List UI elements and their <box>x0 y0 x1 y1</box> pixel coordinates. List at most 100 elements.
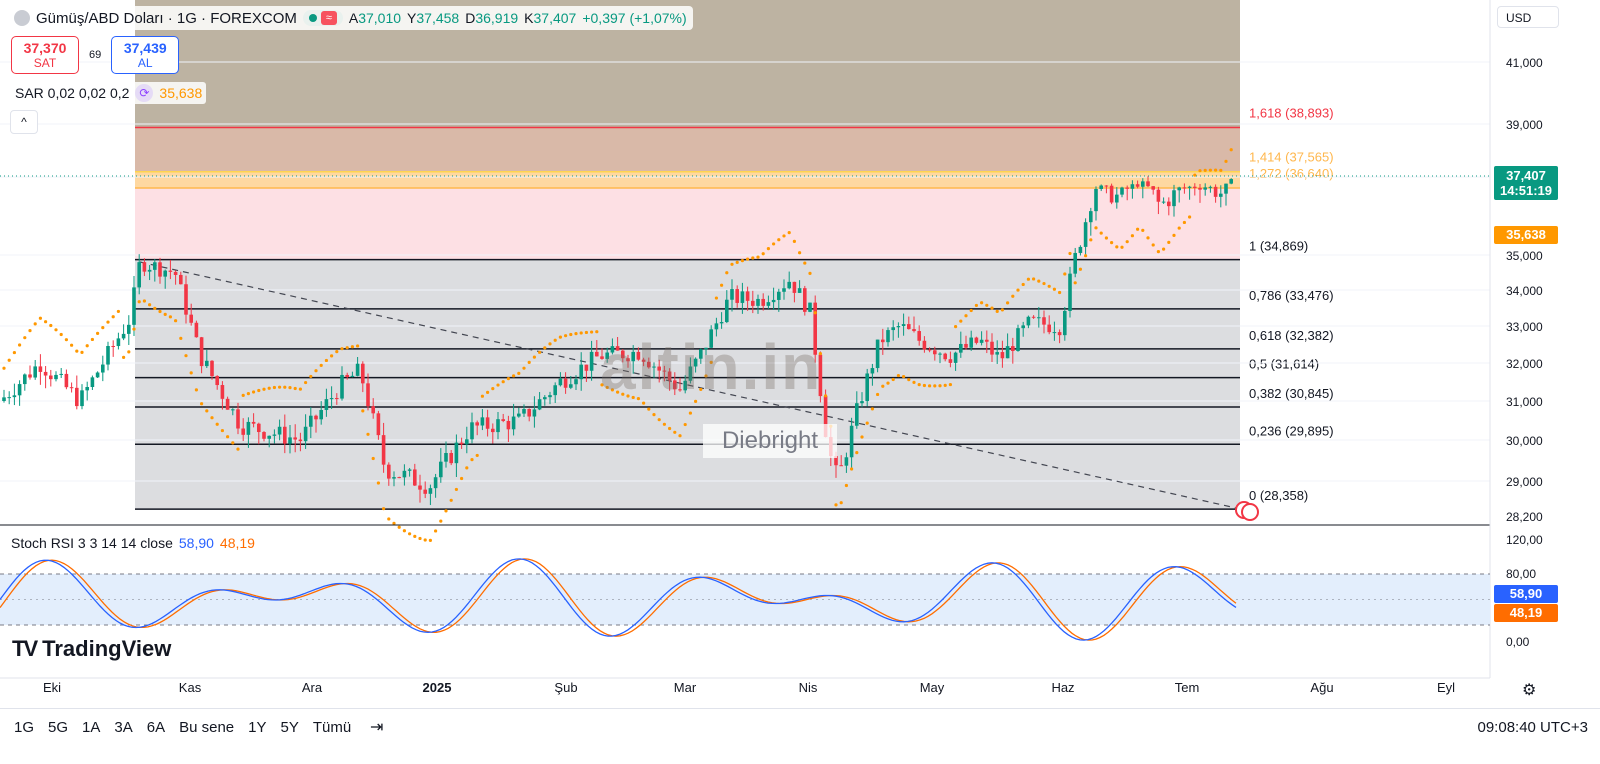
sar-dot <box>579 331 583 335</box>
range-5y[interactable]: 5Y <box>280 719 299 736</box>
candle-body <box>116 338 121 347</box>
spread-value: 69 <box>89 49 102 61</box>
candle-body <box>470 422 474 440</box>
candle-body <box>657 366 661 371</box>
month-label: Eki <box>42 680 62 695</box>
month-label: 2025 <box>422 680 452 695</box>
candle-body <box>865 373 869 402</box>
candle-body <box>480 417 485 426</box>
sar-dot <box>189 371 193 375</box>
symbol-title[interactable]: Gümüş/ABD Doları · 1G · FOREXCOM <box>36 9 297 27</box>
candle-body <box>80 390 84 407</box>
candle-body <box>938 353 942 355</box>
price-axis-label: 39,000 <box>1506 118 1543 132</box>
candle-body <box>12 395 17 398</box>
time-axis[interactable]: Eki Kas Ara 2025 Şub Mar Nis May Haz Tem… <box>0 680 1490 700</box>
sar-dot <box>158 309 162 314</box>
market-status[interactable]: ≈ <box>302 10 343 26</box>
sar-dot <box>1000 308 1005 312</box>
sar-dot <box>366 432 370 436</box>
sync-icon[interactable]: ⟳ <box>135 84 154 102</box>
settings-gear-icon[interactable]: ⚙ <box>1522 682 1537 699</box>
sar-dot <box>59 332 63 337</box>
month-label: Mar <box>673 680 697 695</box>
sar-dot <box>730 262 734 266</box>
currency-select[interactable]: USD <box>1497 6 1559 28</box>
candle-body <box>974 337 979 343</box>
sar-dot <box>49 323 53 328</box>
sar-dot <box>532 355 537 359</box>
range-1y[interactable]: 1Y <box>248 719 267 736</box>
candle-body <box>106 345 110 365</box>
candle-body <box>511 416 516 430</box>
range-all[interactable]: Tümü <box>312 719 352 736</box>
sar-dot <box>631 395 635 400</box>
range-5d[interactable]: 5G <box>48 719 69 736</box>
sar-dot <box>584 330 589 335</box>
candle-body <box>995 352 999 355</box>
month-label: Ara <box>301 680 323 695</box>
sar-dot <box>662 422 667 426</box>
sar-dot <box>714 296 719 300</box>
sar-dot <box>298 387 302 391</box>
candle-body <box>23 374 27 385</box>
trade-panel: 37,370 SAT 69 37,439 AL <box>11 36 180 74</box>
candle-body <box>69 387 74 389</box>
sar-dot <box>850 467 854 471</box>
candle-body <box>28 374 32 378</box>
sar-dot <box>511 374 516 378</box>
buy-button[interactable]: 37,439 AL <box>111 36 180 74</box>
candle-body <box>787 281 791 289</box>
sar-dot <box>1089 238 1093 242</box>
goto-date-icon[interactable]: ⇥ <box>370 719 384 736</box>
price-axis-label: 29,000 <box>1506 475 1543 489</box>
collapse-legend-button[interactable]: ^ <box>10 110 38 134</box>
range-6m[interactable]: 6A <box>146 719 166 736</box>
sar-dot <box>174 319 178 323</box>
event-flag-icon <box>1241 503 1259 521</box>
sar-dot <box>64 338 68 342</box>
candle-body <box>1213 186 1218 197</box>
sell-button[interactable]: 37,370 SAT <box>11 36 79 74</box>
candle-body <box>387 464 391 479</box>
candle-body <box>922 340 927 350</box>
candle-body <box>194 322 199 338</box>
range-ytd[interactable]: Bu sene <box>179 719 235 736</box>
stoch-legend[interactable]: Stoch RSI 3 3 14 14 close 58,90 48,19 <box>11 535 255 551</box>
sar-dot <box>1151 243 1155 247</box>
sar-dot <box>683 422 687 427</box>
sar-dot <box>1094 226 1098 230</box>
sar-dot <box>449 498 453 502</box>
candle-body <box>1229 179 1233 184</box>
sar-legend[interactable]: SAR 0,02 0,02 0,2 ⟳ 35,638 <box>11 82 207 104</box>
sar-dot <box>746 257 750 261</box>
candle-body <box>54 374 58 380</box>
sar-dot <box>626 394 630 398</box>
candle-body <box>563 378 568 388</box>
sar-dot <box>917 383 921 387</box>
sar-dot <box>1219 168 1223 172</box>
candle-body <box>75 387 79 407</box>
sar-dot <box>673 430 677 434</box>
candle-body <box>465 439 469 445</box>
sar-dot <box>1021 282 1025 287</box>
price-axis-label: 35,000 <box>1506 249 1543 263</box>
candle-body <box>548 395 552 398</box>
candle-body <box>792 281 797 293</box>
tradingview-logo[interactable]: TV TradingView <box>12 636 172 661</box>
candle-body <box>49 375 53 380</box>
candle-body <box>756 298 760 306</box>
range-3m[interactable]: 3A <box>114 719 133 736</box>
sar-dot <box>574 332 578 336</box>
range-1m[interactable]: 1A <box>82 719 101 736</box>
sar-dot <box>376 481 380 485</box>
month-label: Ağu <box>1310 680 1334 695</box>
sar-dot <box>616 390 620 394</box>
range-1d[interactable]: 1G <box>14 719 35 736</box>
candle-body <box>636 351 641 360</box>
sar-dot <box>1167 240 1171 244</box>
sar-dot <box>44 320 48 324</box>
clock-display[interactable]: 09:08:40 UTC+3 <box>1477 719 1589 736</box>
candle-body <box>673 380 677 390</box>
